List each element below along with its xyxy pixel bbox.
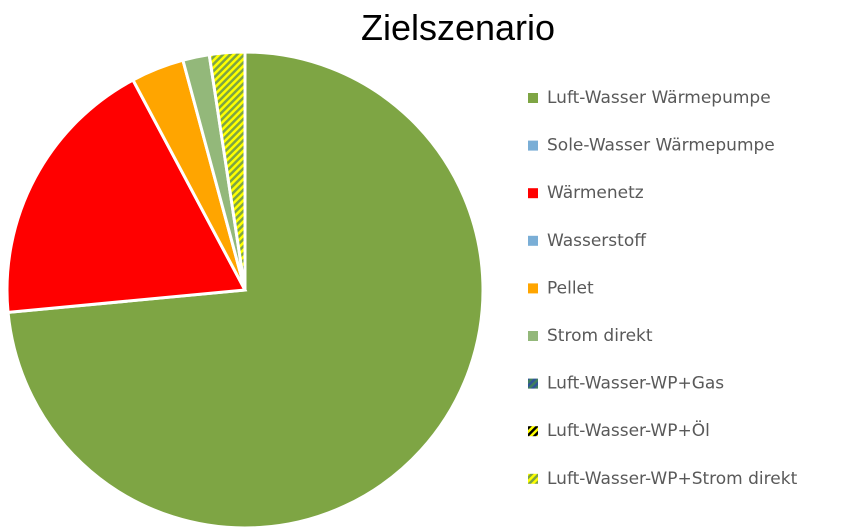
pie-slice	[5, 77, 248, 315]
legend-swatch	[528, 378, 538, 389]
legend-swatch	[528, 283, 538, 294]
legend-swatch	[528, 473, 538, 484]
legend-swatch	[528, 331, 538, 341]
legend-label: Luft-Wasser Wärmepumpe	[547, 88, 771, 108]
legend-label: Luft-Wasser-WP+Gas	[547, 374, 724, 394]
legend-label: Wärmenetz	[547, 183, 644, 203]
pie-slice	[207, 50, 247, 291]
legend-swatch	[528, 140, 538, 151]
legend-label: Strom direkt	[547, 326, 653, 346]
legend-label: Luft-Wasser-WP+Öl	[547, 419, 710, 441]
legend-label: Pellet	[547, 278, 594, 298]
legend-swatch	[528, 426, 538, 437]
legend-swatch	[528, 188, 538, 199]
legend-label: Sole-Wasser Wärmepumpe	[547, 136, 775, 156]
legend-label: Wasserstoff	[547, 231, 647, 251]
legend-swatch	[528, 93, 538, 103]
legend-swatch	[528, 235, 538, 246]
legend-label: Luft-Wasser-WP+Strom direkt	[547, 469, 798, 489]
chart-title: Zielszenario	[361, 7, 555, 48]
